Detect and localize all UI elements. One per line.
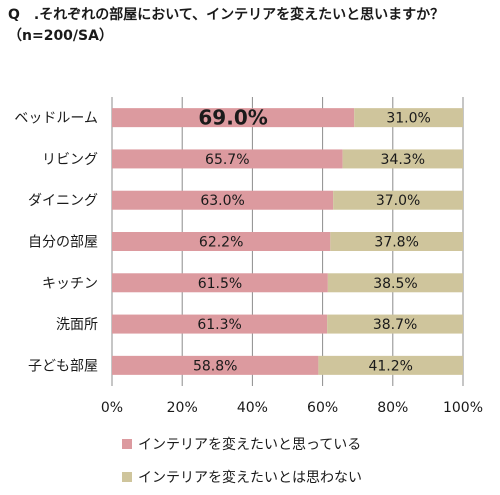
bar-no-change [327,273,463,293]
legend-item-want-change: インテリアを変えたいと思っている [122,434,361,454]
x-tick-label: 20% [167,400,198,416]
category-label: 自分の部屋 [28,235,98,251]
data-label: 37.8% [374,235,418,251]
data-label: 58.8% [193,358,237,374]
bar-no-change [327,314,463,334]
data-label: 65.7% [205,152,249,168]
legend-item-no-change: インテリアを変えたいとは思わない [122,467,362,487]
chart-subtitle: （n=200/SA） [8,28,113,44]
data-label: 34.3% [381,152,425,168]
bar-want-change [112,355,319,375]
legend-swatch-no-change [122,472,132,482]
bar-no-change [330,232,463,251]
category-label: ダイニング [28,193,98,209]
bar-want-change [112,232,331,251]
x-tick-label: 40% [237,400,268,416]
bar-want-change [112,273,328,293]
data-label: 38.5% [373,276,417,292]
legend-label-want-change: インテリアを変えたいと思っている [138,437,362,453]
chart-title: Q .それぞれの部屋において、インテリアを変えたいと思いますか？ [8,7,445,23]
bar-want-change [112,149,343,169]
data-label: 61.3% [197,317,241,333]
bar-want-change [112,190,334,210]
category-label: キッチン [42,276,98,292]
bar-no-change [333,190,463,210]
x-tick-label: 80% [377,400,408,416]
data-label: 37.0% [376,193,420,209]
data-label: 31.0% [386,111,430,127]
data-label: 69.0% [198,106,267,130]
legend-swatch-want-change [122,439,132,449]
category-label: リビング [42,152,98,168]
category-label: ベッドルーム [14,111,98,127]
stacked-bar-chart: 0% 20% 40% 60% 80% 100% ベッドルーム 69.0% 31.0% リビング 65… [14,97,483,416]
bar-no-change [342,149,463,169]
x-tick-label: 100% [443,400,483,416]
x-tick-label: 0% [101,400,123,416]
data-label: 61.5% [198,276,242,292]
data-label: 63.0% [200,193,244,209]
bar-no-change [354,108,463,128]
data-label: 62.2% [199,235,243,251]
category-label: 子ども部屋 [28,358,98,374]
legend-label-no-change: インテリアを変えたいとは思わない [138,470,362,486]
x-tick-label: 60% [307,400,338,416]
data-label: 41.2% [368,358,412,374]
bar-no-change [318,355,463,375]
data-label: 38.7% [373,317,417,333]
bar-want-change [112,108,355,128]
category-label: 洗面所 [56,317,98,333]
bar-want-change [112,314,328,334]
